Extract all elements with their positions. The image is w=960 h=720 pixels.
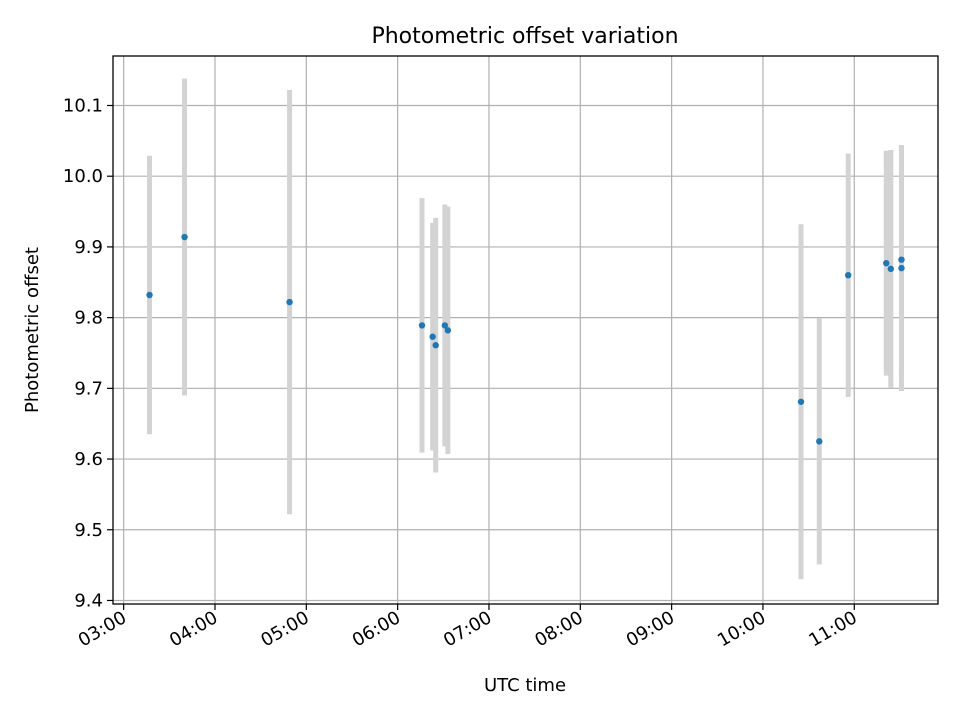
y-tick-label: 9.7: [74, 378, 103, 399]
y-tick-label: 9.8: [74, 308, 103, 329]
plot-frame: [112, 55, 939, 605]
data-point: [444, 327, 452, 334]
y-tick-label: 9.9: [74, 237, 103, 258]
y-axis-ticks: 9.4 9.5 9.6 9.7 9.8 9.9 10.0 10.1: [63, 95, 113, 611]
data-point: [816, 438, 823, 445]
data-point: [887, 265, 895, 273]
y-tick-label: 9.4: [74, 590, 103, 611]
y-axis-label: Photometric offset: [22, 247, 43, 413]
data-point: [441, 322, 449, 329]
y-tick-label: 10.0: [63, 166, 103, 187]
data-point: [181, 233, 188, 241]
data-point: [898, 264, 905, 272]
data-points: [146, 233, 905, 445]
data-point: [883, 259, 890, 267]
y-tick-label: 10.1: [63, 95, 103, 116]
y-tick-label: 9.5: [74, 520, 103, 541]
data-point: [418, 322, 426, 329]
data-point: [286, 298, 293, 306]
data-point: [146, 291, 153, 299]
data-point: [844, 272, 852, 279]
data-point: [898, 256, 905, 263]
data-point: [797, 398, 805, 405]
x-axis-label: UTC time: [484, 675, 566, 696]
data-point: [429, 333, 436, 340]
data-point: [432, 342, 439, 349]
y-tick-label: 9.6: [74, 449, 103, 470]
chart-title: Photometric offset variation: [371, 24, 678, 49]
